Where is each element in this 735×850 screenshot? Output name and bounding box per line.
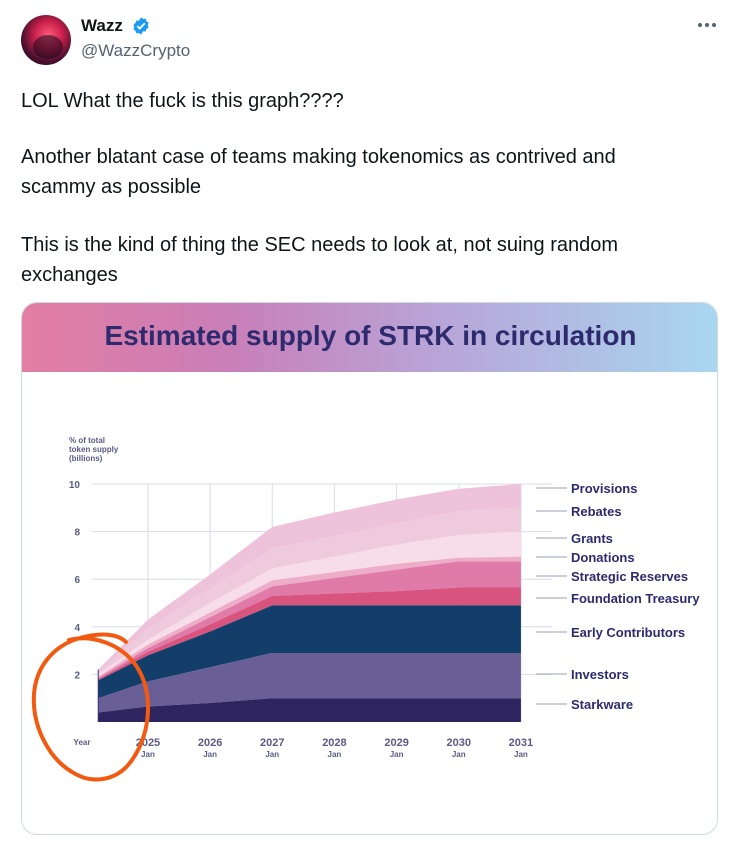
y-axis-label: % of total xyxy=(69,436,105,445)
legend-label: Investors xyxy=(571,667,629,682)
x-tick-sublabel: Jan xyxy=(141,750,155,759)
y-axis-label: token supply xyxy=(69,445,119,454)
area-provisions xyxy=(98,484,521,673)
x-tick-sublabel: Jan xyxy=(514,750,528,759)
tweet-text-paragraph: This is the kind of thing the SEC needs … xyxy=(21,234,619,286)
chart-banner: Estimated supply of STRK in circulation xyxy=(22,303,717,372)
x-tick-label: 2026 xyxy=(198,737,222,749)
legend-label: Donations xyxy=(571,550,635,565)
area-strategic-reserves xyxy=(98,561,521,680)
legend-label: Starkware xyxy=(571,697,633,712)
y-tick-label: 10 xyxy=(69,480,81,491)
area-grants xyxy=(98,531,521,677)
x-tick-label: 2028 xyxy=(322,737,346,749)
y-axis-label: (billions) xyxy=(69,454,103,463)
chart-title: Estimated supply of STRK in circulation xyxy=(104,320,637,351)
avatar[interactable] xyxy=(21,15,71,65)
area-starkware xyxy=(98,698,521,722)
x-tick-sublabel: Jan xyxy=(265,750,279,759)
media-image[interactable]: Estimated supply of STRK in circulation … xyxy=(21,302,718,835)
y-tick-label: 8 xyxy=(74,528,80,539)
area-rebates xyxy=(98,507,521,675)
verified-badge-icon xyxy=(133,17,149,35)
author-name[interactable]: Wazz xyxy=(81,16,123,35)
annotation-circle xyxy=(31,632,150,782)
legend-label: Grants xyxy=(571,531,613,546)
x-tick-sublabel: Jan xyxy=(452,750,466,759)
area-donations xyxy=(98,556,521,678)
legend-label: Foundation Treasury xyxy=(571,591,700,606)
legend-label: Provisions xyxy=(571,481,637,496)
area-early-contributors xyxy=(98,605,521,699)
x-tick-sublabel: Jan xyxy=(203,750,217,759)
y-tick-label: 4 xyxy=(74,623,80,634)
x-tick-label: 2029 xyxy=(384,737,408,749)
x-tick-label: 2030 xyxy=(447,737,471,749)
tweet-text-line: LOL What the fuck is this graph???? xyxy=(21,90,344,112)
x-tick-sublabel: Jan xyxy=(328,750,342,759)
area-investors xyxy=(98,652,521,713)
legend-label: Strategic Reserves xyxy=(571,569,688,584)
x-tick-label: 2031 xyxy=(509,737,533,749)
y-tick-label: 6 xyxy=(74,575,80,586)
legend-label: Early Contributors xyxy=(571,625,685,640)
x-axis-label: Year xyxy=(74,738,91,747)
y-tick-label: 2 xyxy=(74,670,80,681)
x-tick-label: 2027 xyxy=(260,737,284,749)
legend-label: Rebates xyxy=(571,504,622,519)
tweet-text-paragraph: Another blatant case of teams making tok… xyxy=(21,146,616,198)
area-foundation-treasury xyxy=(98,587,521,681)
author-handle[interactable]: @WazzCrypto xyxy=(81,41,191,60)
x-tick-sublabel: Jan xyxy=(390,750,404,759)
more-dots-icon[interactable] xyxy=(697,18,717,32)
